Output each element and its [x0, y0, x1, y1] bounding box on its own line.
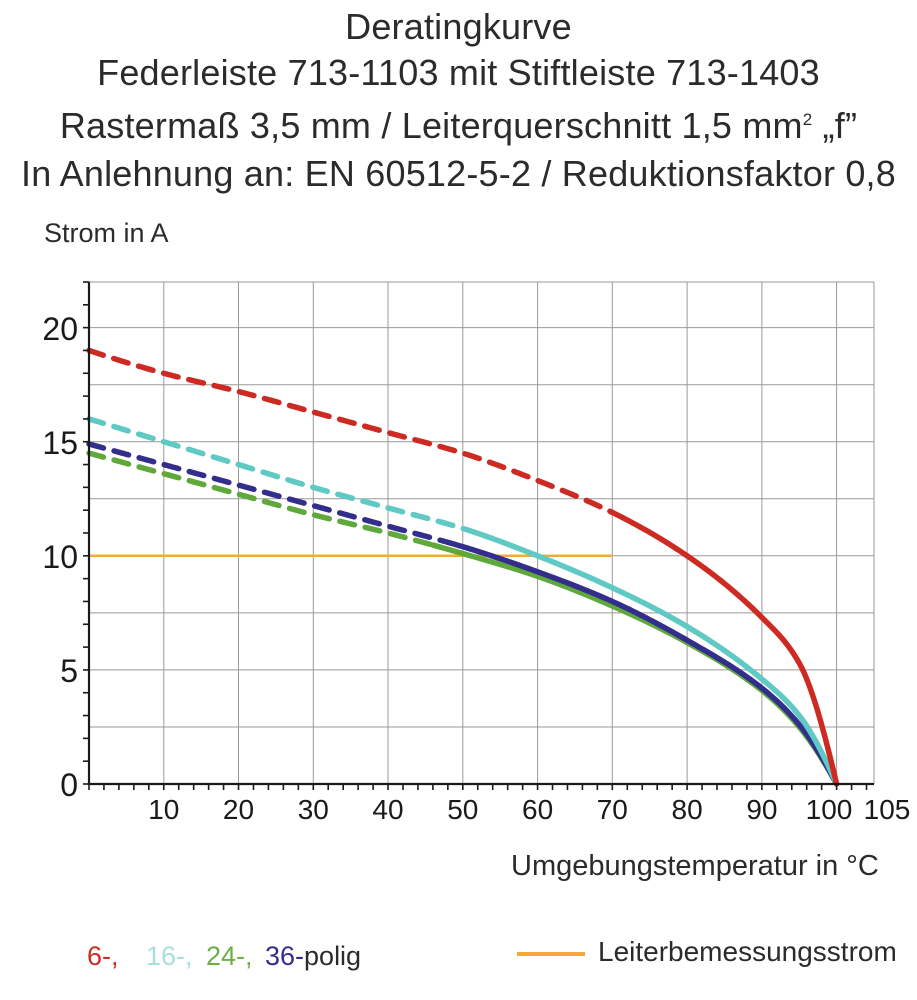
svg-text:40: 40: [372, 794, 403, 825]
svg-text:70: 70: [597, 794, 628, 825]
svg-text:20: 20: [223, 794, 254, 825]
svg-text:50: 50: [447, 794, 478, 825]
svg-text:15: 15: [42, 425, 78, 461]
svg-text:105: 105: [864, 794, 911, 825]
svg-text:90: 90: [746, 794, 777, 825]
svg-text:10: 10: [42, 539, 78, 575]
svg-text:100: 100: [806, 794, 853, 825]
svg-text:80: 80: [672, 794, 703, 825]
svg-text:0: 0: [60, 767, 78, 803]
svg-text:30: 30: [298, 794, 329, 825]
svg-text:5: 5: [60, 653, 78, 689]
svg-text:60: 60: [522, 794, 553, 825]
svg-text:10: 10: [148, 794, 179, 825]
svg-text:20: 20: [42, 311, 78, 347]
